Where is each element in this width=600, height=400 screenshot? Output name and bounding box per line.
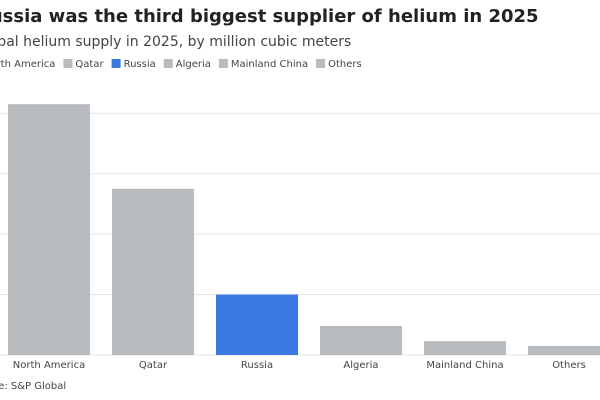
bar (320, 325, 402, 355)
bar (424, 341, 506, 355)
source: Source: S&P Global (0, 381, 66, 392)
x-tick-label: Qatar (139, 360, 168, 371)
legend-swatch (218, 59, 228, 68)
legend-swatch (316, 59, 326, 68)
x-tick-label: North America (13, 360, 85, 371)
chart-subtitle: Global helium supply in 2025, by million… (0, 34, 351, 50)
legend-label: Others (328, 59, 362, 70)
x-tick-label: Mainland China (426, 360, 503, 371)
legend-swatch (163, 59, 173, 68)
chart-title: Russia was the third biggest supplier of… (0, 6, 539, 27)
legend-label: North America (0, 59, 55, 70)
legend-swatch (63, 59, 73, 68)
bar (528, 345, 600, 355)
bar (8, 104, 90, 356)
legend-label: Mainland China (231, 59, 308, 70)
x-tick-label: Algeria (343, 360, 378, 371)
legend-label: Qatar (75, 59, 104, 70)
bar (216, 294, 298, 355)
x-tick-label: Others (552, 360, 586, 371)
legend-swatch (111, 59, 121, 68)
legend-label: Algeria (176, 59, 211, 70)
x-tick-label: Russia (241, 360, 273, 371)
legend-label: Russia (124, 59, 156, 70)
bar (112, 188, 194, 355)
legend: North America Qatar Russia Algeria Mainland … (0, 59, 362, 70)
